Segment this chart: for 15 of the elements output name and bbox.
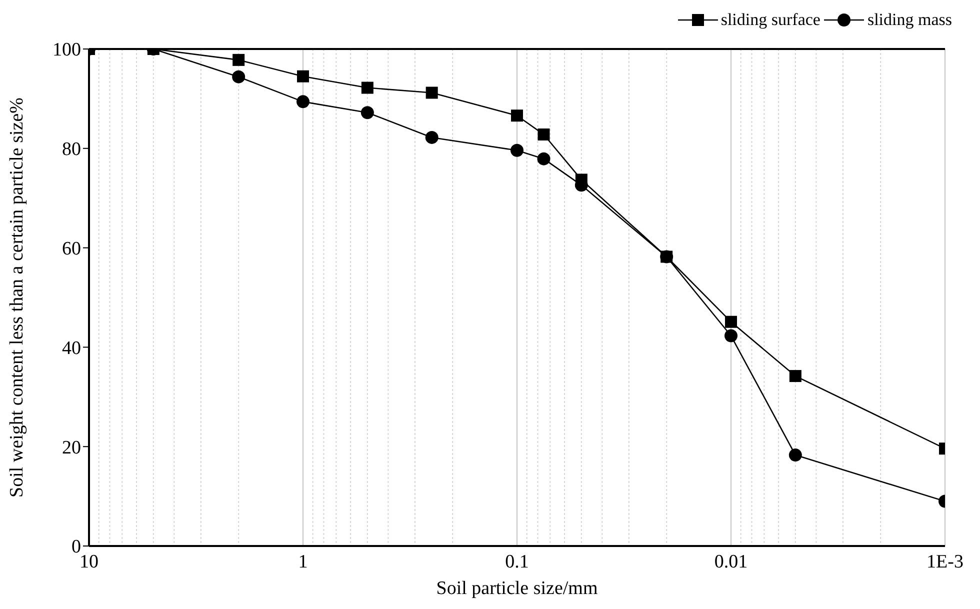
y-tick-label: 20 xyxy=(62,437,81,458)
legend-label: sliding mass xyxy=(867,10,952,30)
x-tick-label: 1E-3 xyxy=(926,551,964,572)
y-tick-label: 80 xyxy=(62,139,81,160)
x-tick-label: 0.01 xyxy=(714,551,748,572)
x-tick-label: 1 xyxy=(298,551,308,572)
x-tick-label: 0.1 xyxy=(505,551,529,572)
x-tick-label: 10 xyxy=(80,551,98,572)
y-tick-label: 60 xyxy=(62,238,81,260)
y-tick-label: 40 xyxy=(62,338,81,359)
legend-label: sliding surface xyxy=(720,10,820,30)
y-tick-label: 0 xyxy=(72,536,81,558)
y-tick-label: 100 xyxy=(52,40,81,61)
y-axis-title: Soil weight content less than a certain particle size% xyxy=(6,97,28,498)
x-axis-title: Soil particle size/mm xyxy=(436,578,598,599)
